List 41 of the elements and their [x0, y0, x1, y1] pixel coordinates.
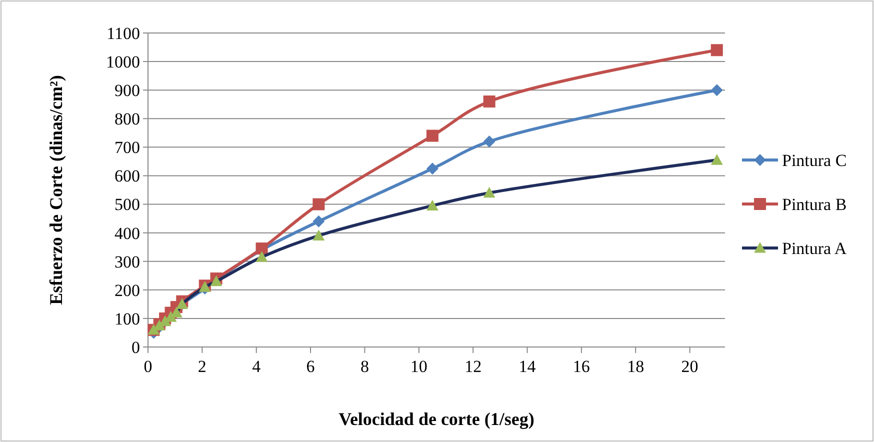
x-tick-label: 14 — [518, 357, 536, 376]
y-tick-label: 1000 — [106, 52, 140, 72]
x-tick-label: 6 — [306, 357, 315, 376]
y-tick-label: 900 — [114, 81, 140, 100]
point — [426, 130, 438, 142]
point — [483, 186, 496, 198]
legend-label: Pintura A — [782, 238, 848, 258]
point — [312, 230, 325, 240]
point — [256, 251, 268, 262]
x-tick-label: 0 — [144, 357, 152, 376]
x-axis-title: Velocidad de corte (1/seg) — [338, 409, 534, 429]
point — [710, 44, 723, 56]
y-tick-label: 700 — [114, 138, 140, 158]
x-tick-label: 2 — [198, 357, 206, 376]
legend-label: Pintura C — [782, 150, 847, 170]
x-tick-label: 8 — [360, 357, 369, 376]
point — [312, 215, 325, 228]
y-tick-label: 1100 — [106, 24, 140, 43]
y-tick-label: 300 — [114, 252, 140, 272]
x-tick-label: 16 — [572, 357, 590, 376]
x-tick-label: 18 — [627, 357, 644, 376]
point — [426, 200, 438, 210]
y-tick-label: 0 — [132, 338, 140, 357]
x-tick-label: 10 — [410, 357, 428, 376]
y-tick-label: 400 — [114, 224, 140, 243]
point — [426, 162, 438, 175]
y-tick-label: 100 — [114, 309, 140, 328]
x-tick-label: 20 — [681, 357, 698, 376]
point — [710, 154, 723, 165]
point — [483, 135, 496, 148]
y-axis-title: Esfuerzo de Corte (dinas/cm²) — [46, 75, 66, 305]
y-tick-label: 600 — [114, 166, 140, 186]
point — [483, 96, 496, 108]
y-tick-label: 200 — [114, 280, 140, 300]
x-tick-label: 12 — [464, 357, 482, 376]
y-tick-label: 800 — [114, 110, 140, 129]
point — [710, 84, 723, 96]
legend-label: Pintura B — [782, 194, 847, 214]
y-tick-label: 500 — [114, 195, 140, 214]
point — [312, 198, 325, 210]
x-tick-label: 4 — [252, 357, 262, 376]
